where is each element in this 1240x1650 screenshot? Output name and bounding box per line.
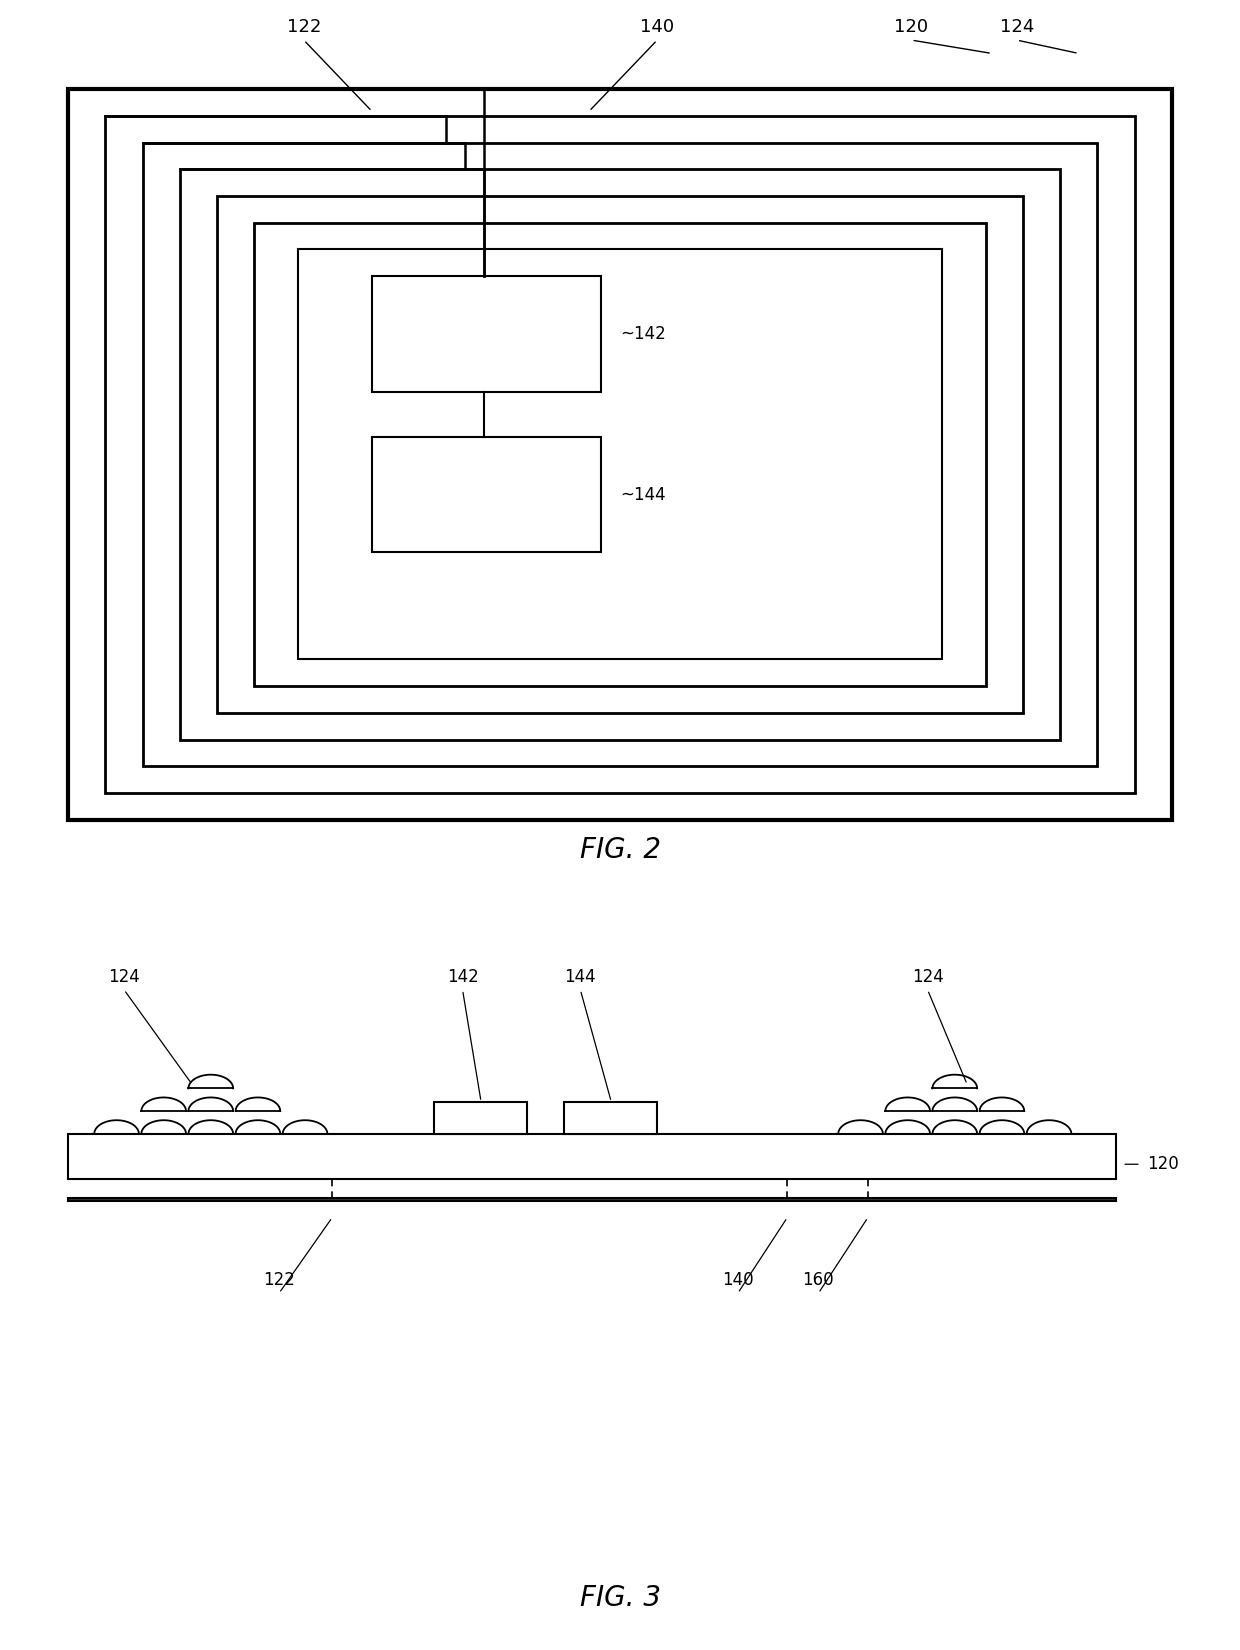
Text: 160: 160 bbox=[802, 1272, 835, 1290]
Text: 140: 140 bbox=[640, 18, 675, 36]
Bar bbox=[434, 1102, 527, 1134]
Bar bbox=[68, 1134, 1116, 1180]
Text: 140: 140 bbox=[722, 1272, 754, 1290]
Bar bbox=[372, 437, 601, 553]
Text: ~142: ~142 bbox=[620, 325, 666, 343]
Bar bbox=[298, 249, 942, 660]
Text: 142: 142 bbox=[446, 969, 479, 985]
Text: 120: 120 bbox=[894, 18, 929, 36]
Text: 124: 124 bbox=[108, 969, 140, 985]
Bar bbox=[254, 223, 986, 686]
Text: 124: 124 bbox=[911, 969, 944, 985]
Text: 122: 122 bbox=[263, 1272, 295, 1290]
Text: 120: 120 bbox=[1147, 1155, 1179, 1173]
Text: FIG. 3: FIG. 3 bbox=[579, 1584, 661, 1612]
Bar bbox=[143, 142, 1097, 766]
Text: 122: 122 bbox=[286, 18, 321, 36]
Text: 124: 124 bbox=[999, 18, 1034, 36]
Bar bbox=[564, 1102, 657, 1134]
Bar bbox=[217, 196, 1023, 713]
Text: ~144: ~144 bbox=[620, 485, 666, 503]
Text: 144: 144 bbox=[564, 969, 596, 985]
Text: FIG. 2: FIG. 2 bbox=[579, 837, 661, 865]
Bar bbox=[180, 170, 1060, 739]
Bar bbox=[105, 116, 1135, 794]
Bar bbox=[372, 276, 601, 393]
Bar bbox=[68, 89, 1172, 820]
Bar bbox=[68, 1198, 1116, 1201]
